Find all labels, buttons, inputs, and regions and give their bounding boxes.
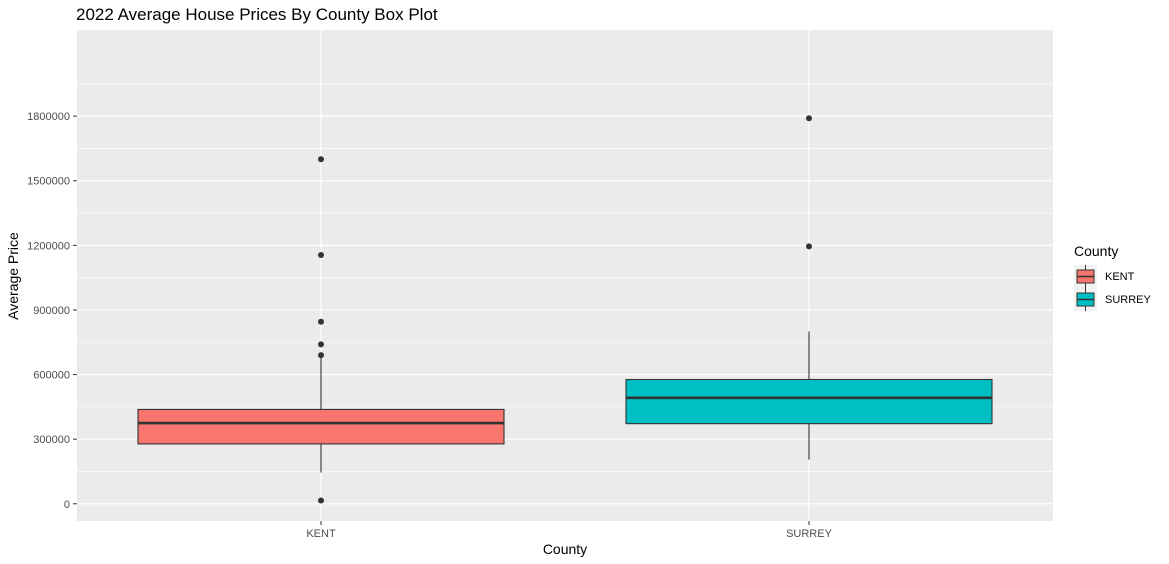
y-tick-label: 1500000	[27, 176, 70, 188]
legend-item-kent: KENT	[1074, 265, 1135, 288]
outlier-point	[318, 497, 324, 504]
box-kent	[137, 156, 505, 504]
x-axis-title: County	[543, 541, 587, 557]
x-axis: KENT SURREY	[306, 521, 833, 540]
outlier-point	[318, 318, 324, 325]
y-tick-label: 1800000	[27, 111, 70, 123]
box-iqr	[137, 408, 505, 445]
y-tick-label: 600000	[33, 370, 70, 382]
chart-title: 2022 Average House Prices By County Box …	[76, 5, 438, 24]
outlier-point	[806, 115, 812, 122]
outlier-point	[318, 341, 324, 348]
plot-panel	[77, 30, 1053, 521]
y-tick-label: 0	[64, 499, 70, 511]
legend-item-surrey: SURREY	[1074, 288, 1152, 311]
outlier-point	[806, 243, 812, 250]
legend-title: County	[1074, 243, 1118, 259]
x-tick-label: SURREY	[786, 528, 833, 540]
y-axis: 0 300000 600000 900000 1200000 1500000 1800000	[27, 111, 77, 511]
legend-label: KENT	[1105, 271, 1135, 283]
y-axis-title: Average Price	[5, 232, 21, 320]
legend-label: SURREY	[1105, 294, 1152, 306]
box-plots	[137, 115, 993, 504]
y-tick-label: 1200000	[27, 240, 70, 252]
outlier-point	[318, 252, 324, 259]
outlier-point	[318, 352, 324, 359]
x-tick-label: KENT	[306, 528, 336, 540]
grid-lines	[77, 30, 1053, 521]
y-tick-label: 300000	[33, 434, 70, 446]
y-tick-label: 900000	[33, 305, 70, 317]
legend: County KENT SURREY	[1074, 243, 1152, 311]
outlier-point	[318, 156, 324, 163]
box-surrey	[625, 115, 993, 460]
box-iqr	[625, 378, 993, 425]
